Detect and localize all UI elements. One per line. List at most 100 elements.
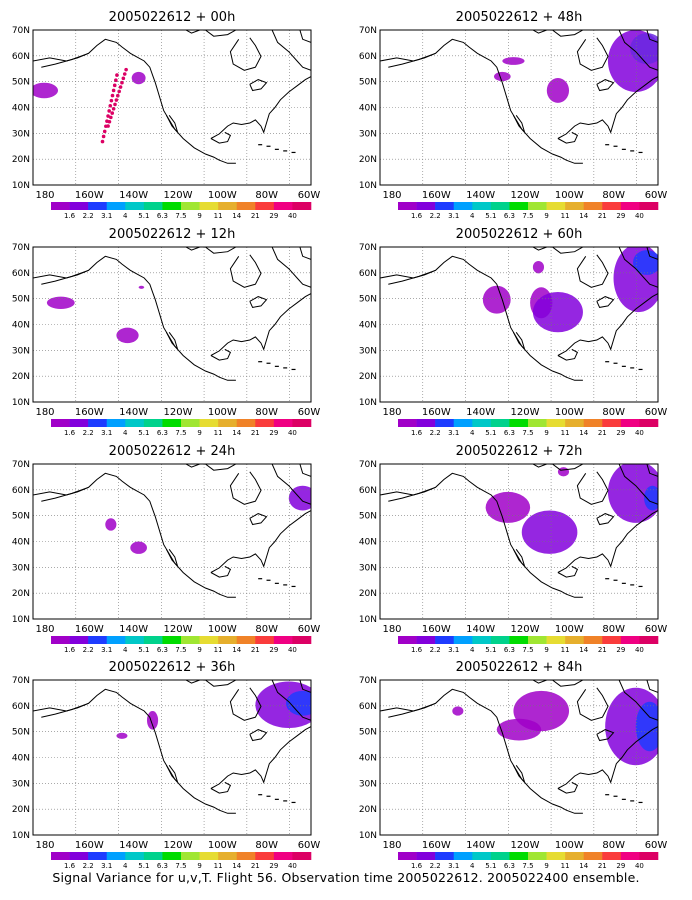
latitude-label: 50N (12, 512, 30, 522)
longitude-label: 180 (35, 190, 54, 201)
colorbar-label: 9 (197, 429, 201, 437)
colorbar-label: 14 (579, 212, 588, 220)
colorbar-label: 1.6 (411, 429, 423, 437)
latitude-label: 40N (359, 754, 377, 764)
latitude-label: 50N (12, 728, 30, 738)
colorbar-swatch (69, 202, 89, 210)
colorbar-label: 14 (579, 646, 588, 654)
latitude-label: 60N (12, 486, 30, 496)
longitude-label: 60W (645, 190, 668, 201)
observation-point (106, 114, 110, 118)
colorbar-swatch (125, 202, 145, 210)
colorbar-label: 29 (269, 212, 278, 220)
coastline (185, 680, 200, 684)
longitude-label: 180 (35, 624, 54, 635)
colorbar-swatch (218, 419, 238, 427)
colorbar-swatch (453, 852, 473, 860)
coastline (165, 332, 179, 350)
colorbar-swatch (416, 202, 436, 210)
longitude-label: 160W (422, 190, 451, 201)
coastline (618, 680, 658, 721)
latitude-label: 70N (359, 26, 377, 36)
coastline (388, 269, 436, 285)
colorbar-swatch (528, 636, 547, 644)
colorbar-swatch (398, 419, 417, 427)
latitude-label: 30N (12, 779, 30, 789)
longitude-label: 140W (119, 840, 148, 851)
colorbar-swatch (602, 852, 622, 860)
colorbar-label: 4 (123, 212, 128, 220)
colorbar-label: 1.6 (411, 212, 423, 220)
coastline (646, 30, 658, 43)
coastline (512, 549, 526, 567)
variance-area (502, 57, 525, 65)
colorbar-label: 11 (214, 429, 223, 437)
coastline (205, 680, 237, 687)
longitude-label: 180 (382, 190, 401, 201)
observation-point (114, 78, 118, 83)
colorbar-swatch (565, 852, 585, 860)
colorbar-swatch (273, 419, 293, 427)
coastline (618, 30, 658, 71)
coastline (576, 687, 609, 721)
coastline (185, 464, 200, 468)
colorbar-label: 6.3 (504, 646, 515, 654)
variance-area (138, 285, 145, 289)
longitude-label: 120W (164, 190, 193, 201)
colorbar-swatch (69, 419, 89, 427)
variance-area (452, 706, 464, 716)
panel-title: 2005022612 + 84h (456, 660, 583, 675)
colorbar-swatch (292, 636, 312, 644)
colorbar-swatch (416, 419, 436, 427)
colorbar-swatch (162, 202, 182, 210)
colorbar-label: 3.1 (101, 646, 112, 654)
variance-area (288, 485, 311, 511)
latitude-label: 60N (12, 702, 30, 712)
coastline (249, 296, 268, 308)
longitude-label: 80W (602, 190, 625, 201)
variance-area (635, 701, 658, 752)
map-panel: 2005022612 + 60h 10N 20N 30N 40N 50N 60N 70N 180… (359, 227, 668, 437)
latitude-label: 40N (12, 104, 30, 114)
latitude-label: 40N (359, 321, 377, 331)
colorbar-swatch (125, 852, 145, 860)
longitude-label: 180 (382, 624, 401, 635)
colorbar-swatch (88, 419, 108, 427)
colorbar-label: 11 (214, 646, 223, 654)
colorbar-label: 21 (598, 646, 607, 654)
coastline (210, 726, 311, 789)
coastline (210, 293, 311, 356)
map-panel: 2005022612 + 12h 10N 20N 30N 40N 50N 60N 70N 180… (12, 227, 321, 437)
colorbar-label: 3.1 (101, 212, 112, 220)
coastline (557, 510, 658, 573)
colorbar-label: 5.1 (138, 646, 149, 654)
colorbar-swatch (435, 636, 455, 644)
longitude-label: 60W (298, 840, 321, 851)
colorbar-swatch (620, 419, 640, 427)
longitude-label: 60W (298, 190, 321, 201)
colorbar-swatch (509, 419, 529, 427)
coastline (229, 254, 262, 288)
map-area (380, 464, 658, 619)
coastline (299, 464, 311, 477)
colorbar-label: 9 (544, 862, 548, 870)
colorbar-swatch (435, 202, 455, 210)
latitude-label: 60N (359, 269, 377, 279)
longitude-label: 60W (645, 840, 668, 851)
colorbar-swatch (528, 852, 547, 860)
longitude-label: 120W (511, 624, 540, 635)
coastline (512, 765, 526, 783)
latitude-label: 20N (359, 805, 377, 815)
colorbar-swatch (236, 202, 256, 210)
colorbar-swatch (565, 419, 585, 427)
colorbar-label: 3.1 (448, 646, 459, 654)
latitude-label: 70N (359, 243, 377, 253)
latitude-label: 10N (359, 831, 377, 841)
longitude-label: 140W (466, 624, 495, 635)
colorbar-swatch (106, 202, 126, 210)
longitude-label: 180 (35, 407, 54, 418)
latitude-label: 10N (359, 398, 377, 408)
coastline (618, 464, 658, 505)
colorbar-label: 21 (251, 429, 260, 437)
